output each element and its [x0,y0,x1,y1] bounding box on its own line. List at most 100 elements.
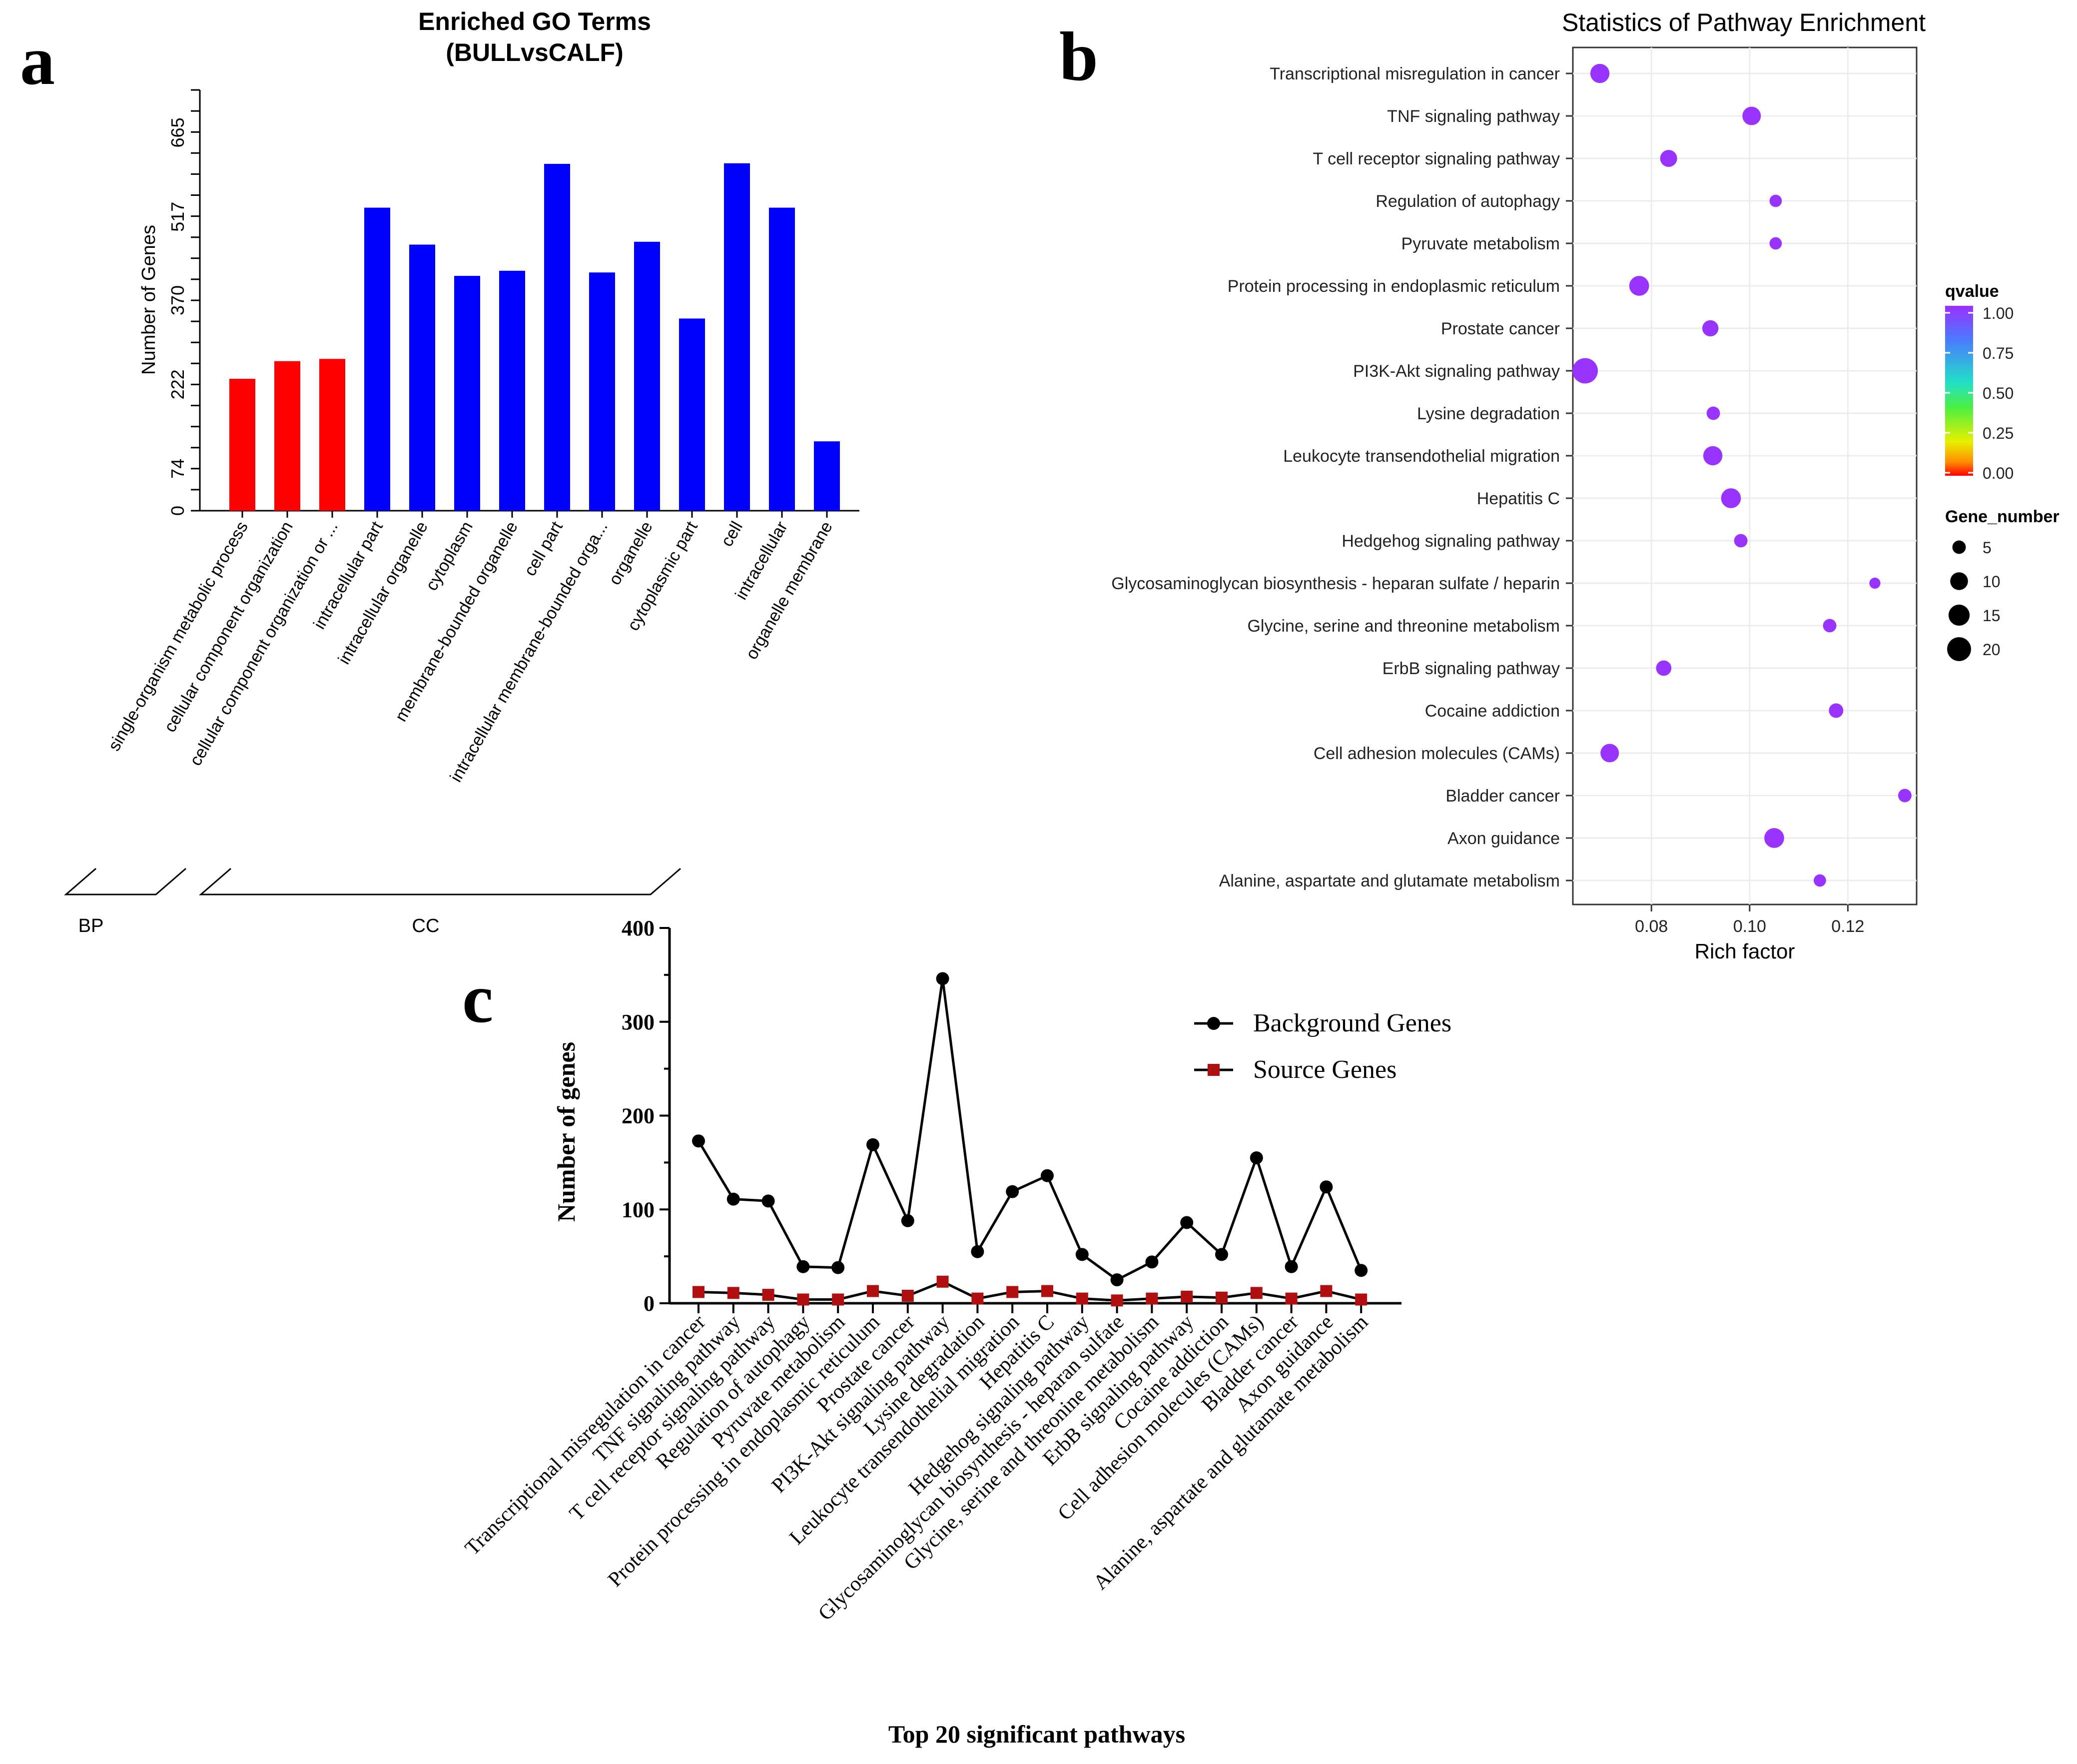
qvalue-legend-title: qvalue [1945,282,1999,301]
legend-label: Source Genes [1253,1055,1396,1084]
pathway-label: ErbB signaling pathway [1383,659,1560,678]
chart-b-qvalue-legend: qvalue 1.00 0.75 0.50 0.25 0.00 [1945,282,2014,482]
series-0-point [1145,1255,1159,1269]
bar-9 [634,241,660,511]
y-tick-label: 74 [167,459,188,479]
series-1-point [867,1285,879,1297]
chart-b-x-axis: 0.08 0.10 0.12 [1635,904,1864,936]
point-5 [1629,276,1649,296]
chart-a-category-labels: single-organism metabolic processcellula… [104,518,836,786]
size-legend-label: 15 [1983,607,2001,625]
colorbar-tick-label: 1.00 [1983,304,2014,322]
pathway-label: TNF signaling pathway [1387,107,1560,126]
pathway-label: Hedgehog signaling pathway [1342,532,1560,551]
category-label: cell [717,518,746,550]
series-0-point [971,1245,984,1258]
pathway-label: Protein processing in endoplasmic reticu… [1228,277,1560,296]
point-19 [1814,874,1826,887]
point-18 [1764,828,1784,848]
chart-a-title: Enriched GO Terms [418,7,651,35]
chart-c-category-labels: Transcriptional misregulation in cancerT… [461,1310,1373,1625]
series-1-point [1076,1292,1088,1305]
y-tick-label: 0 [644,1291,655,1316]
chart-b-category-labels: Transcriptional misregulation in cancer T… [1111,64,1560,890]
panel-letter-a: a [20,22,55,99]
chart-c-legend: Background Genes Source Genes [1194,1009,1451,1084]
pathway-label: Glycine, serine and threonine metabolism [1247,617,1560,636]
series-1-point [1181,1290,1193,1303]
series-1-point [1006,1286,1019,1298]
chart-c-xlabel: Top 20 significant pathways [888,1720,1185,1748]
chart-c-axes: 0 100 200 300 400 [622,916,1401,1316]
chart-b-xlabel: Rich factor [1695,939,1795,963]
colorbar-tick-label: 0.75 [1983,344,2014,362]
size-legend-dot [1950,572,1968,590]
series-0-point [1355,1264,1368,1277]
pathway-label: Lysine degradation [1417,404,1560,423]
legend-marker [1207,1017,1220,1030]
point-14 [1656,660,1672,676]
point-6 [1702,320,1719,337]
category-label: cell part [520,518,567,580]
x-tick-label: 0.08 [1635,917,1668,936]
series-0-point [761,1194,775,1208]
pathway-label: PI3K-Akt signaling pathway [1353,362,1560,381]
series-1-point [1355,1293,1368,1306]
pathway-label: Axon guidance [1447,829,1560,848]
colorbar-tick-label: 0.00 [1983,464,2014,482]
bar-0 [229,379,255,511]
point-9 [1703,446,1723,466]
chart-a-bars [229,163,840,511]
size-legend-dot [1947,637,1971,661]
chart-b-points [1572,63,1912,887]
chart-a-axes: 0 74 222 370 517 665 [167,89,859,518]
series-1-point [1250,1287,1263,1299]
series-1-point [1146,1292,1158,1305]
bar-2 [319,359,345,511]
bar-3 [364,207,390,511]
y-tick-label: 200 [622,1104,655,1128]
y-tick-label: 222 [167,369,188,399]
point-10 [1721,488,1741,508]
bar-6 [499,270,525,511]
bar-12 [769,207,795,511]
pathway-label: Bladder cancer [1445,787,1560,806]
pathway-label: T cell receptor signaling pathway [1313,149,1560,168]
point-4 [1769,237,1782,250]
bar-5 [454,276,480,511]
y-tick-label: 300 [622,1010,655,1034]
series-0-point [1041,1169,1054,1182]
pathway-label: Alanine, aspartate and glutamate metabol… [1219,872,1560,890]
pathway-label: Glycosaminoglycan biosynthesis - heparan… [1111,574,1560,593]
chart-b-title: Statistics of Pathway Enrichment [1562,8,1926,36]
point-16 [1600,744,1619,763]
y-tick-label: 100 [622,1197,655,1222]
group-bracket-CC [198,868,681,895]
bar-8 [589,272,615,511]
qvalue-colorbar [1945,306,1973,476]
colorbar-tick-label: 0.50 [1983,384,2014,402]
bar-13 [814,441,840,511]
group-label: BP [78,915,104,936]
chart-b-gridlines [1566,47,1917,904]
point-2 [1660,149,1677,167]
size-legend-label: 20 [1983,641,2001,659]
point-13 [1823,619,1837,633]
bar-4 [409,244,435,511]
legend-marker [1208,1064,1220,1076]
panel-a-go-bar-chart: Enriched GO Terms (BULLvsCALF) Number of… [63,7,859,936]
series-1-point [727,1287,739,1299]
bar-1 [274,361,300,511]
series-0-point [936,972,949,985]
chart-b-gene-number-legend: Gene_number 5 10 15 20 [1945,507,2060,661]
point-3 [1769,194,1782,207]
y-tick-label: 0 [167,506,188,516]
bar-10 [679,318,705,511]
x-tick-label: 0.12 [1831,917,1864,936]
series-0-point [831,1261,845,1274]
category-label: organelle membrane [742,518,836,663]
series-1-point [692,1286,704,1298]
pathway-label: Hepatitis C [1477,489,1560,508]
x-tick-label: 0.10 [1733,917,1766,936]
